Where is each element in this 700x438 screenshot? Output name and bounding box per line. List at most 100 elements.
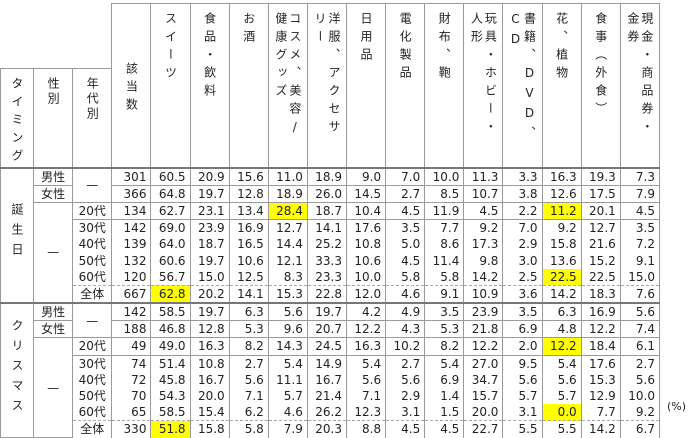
value-cell: 18.3 bbox=[580, 284, 621, 303]
value-cell: 7.1 bbox=[345, 387, 387, 405]
value-cell: 23.3 bbox=[306, 268, 348, 286]
value-cell: 27.0 bbox=[463, 355, 504, 372]
value-cell: 3.6 bbox=[502, 284, 543, 303]
value-cell: 9.2 bbox=[541, 219, 582, 237]
value-cell: 23.9 bbox=[463, 302, 504, 322]
value-cell: 4.5 bbox=[463, 201, 504, 221]
value-cell: 45.8 bbox=[150, 371, 191, 388]
value-cell: 19.7 bbox=[189, 302, 230, 322]
value-cell: 62.7 bbox=[150, 201, 191, 221]
value-cell: 14.2 bbox=[580, 420, 621, 438]
count-cell: 142 bbox=[111, 302, 152, 322]
value-cell: 7.9 bbox=[619, 185, 661, 203]
age-cell: 30代 bbox=[72, 355, 113, 372]
count-cell: 188 bbox=[111, 320, 152, 338]
value-cell: 2.7 bbox=[619, 355, 661, 372]
age-cell: 全体 bbox=[72, 420, 113, 438]
count-cell: 139 bbox=[111, 236, 152, 253]
value-cell: 5.6 bbox=[267, 302, 308, 322]
header-category: 玩具・ホビー・ 人形 bbox=[463, 3, 504, 168]
value-cell: 13.6 bbox=[541, 252, 582, 269]
value-cell: 6.9 bbox=[424, 371, 465, 388]
value-cell: 2.5 bbox=[502, 268, 543, 286]
age-cell: 50代 bbox=[72, 387, 113, 405]
value-cell: 22.7 bbox=[463, 420, 504, 438]
table-row: 60代 120 56.7 15.0 12.5 8.3 23.3 10.0 5.8 5.8 14.2 2… bbox=[1, 268, 661, 286]
value-cell: 3.8 bbox=[502, 185, 543, 203]
value-cell: 69.0 bbox=[150, 219, 191, 237]
value-cell: 3.1 bbox=[385, 404, 426, 421]
value-cell: 4.5 bbox=[619, 201, 661, 221]
value-cell: 14.2 bbox=[463, 268, 504, 286]
value-cell: 12.3 bbox=[345, 404, 387, 421]
unit-label: (%) bbox=[667, 400, 687, 413]
value-cell: 20.7 bbox=[306, 320, 348, 338]
value-cell: 14.1 bbox=[228, 284, 269, 303]
gender-cell: 男性 bbox=[33, 166, 74, 186]
value-cell: 20.3 bbox=[306, 420, 348, 438]
value-cell: 5.7 bbox=[267, 387, 308, 405]
value-cell: 10.9 bbox=[463, 284, 504, 303]
table-row: 50代 132 60.6 19.7 10.6 12.1 33.3 10.6 4.5 11.4 9.8… bbox=[1, 252, 661, 269]
value-cell: 11.3 bbox=[463, 166, 504, 186]
header-category-label: 食事（外食） bbox=[593, 12, 608, 120]
value-cell: 12.8 bbox=[228, 185, 269, 203]
value-cell: 16.3 bbox=[189, 337, 230, 356]
table-row: 30代 142 69.0 23.9 16.9 12.7 14.1 17.6 3.5 7.7 9.2 7… bbox=[1, 219, 661, 237]
value-cell: 3.5 bbox=[502, 302, 543, 322]
value-cell: 10.8 bbox=[189, 355, 230, 372]
value-cell: 16.5 bbox=[228, 236, 269, 253]
value-cell: 2.7 bbox=[228, 355, 269, 372]
value-cell: 10.0 bbox=[424, 166, 465, 186]
value-cell: 10.4 bbox=[345, 201, 387, 221]
value-cell: 12.7 bbox=[267, 219, 308, 237]
value-cell: 15.8 bbox=[541, 236, 582, 253]
header-category: 日用品 bbox=[345, 3, 387, 168]
value-cell: 1.4 bbox=[424, 387, 465, 405]
value-cell: 5.4 bbox=[267, 355, 308, 372]
value-cell: 15.0 bbox=[189, 268, 230, 286]
value-cell: 9.2 bbox=[619, 404, 661, 421]
value-cell: 4.2 bbox=[345, 302, 387, 322]
value-cell: 10.6 bbox=[345, 252, 387, 269]
highlighted-value-cell: 0.0 bbox=[541, 404, 582, 421]
value-cell: 26.0 bbox=[306, 185, 348, 203]
timing-label: クリスマス bbox=[10, 318, 25, 419]
table-row: 女性 366 64.8 19.7 12.8 18.9 26.0 14.5 2.7 8.5 10.7 3… bbox=[1, 185, 661, 203]
value-cell: 20.0 bbox=[463, 404, 504, 421]
value-cell: 12.5 bbox=[228, 268, 269, 286]
age-cell: 40代 bbox=[72, 236, 113, 253]
count-cell: 301 bbox=[111, 166, 152, 186]
count-cell: 72 bbox=[111, 371, 152, 388]
age-cell: — bbox=[72, 302, 113, 339]
value-cell: 7.1 bbox=[228, 387, 269, 405]
header-category-label: 書籍、DVD、 CD bbox=[508, 12, 537, 144]
count-cell: 74 bbox=[111, 355, 152, 372]
value-cell: 11.9 bbox=[424, 201, 465, 221]
table-row: —20代 49 49.0 16.3 8.2 14.3 24.5 16.3 10.2 8.2 12.2… bbox=[1, 337, 661, 438]
value-cell: 5.3 bbox=[424, 320, 465, 338]
value-cell: 21.6 bbox=[580, 236, 621, 253]
header-category-label: 花、植物 bbox=[554, 12, 569, 84]
value-cell: 9.6 bbox=[267, 320, 308, 338]
highlighted-value-cell: 22.5 bbox=[541, 268, 582, 286]
value-cell: 21.8 bbox=[463, 320, 504, 338]
value-cell: 3.5 bbox=[424, 302, 465, 322]
value-cell: 4.3 bbox=[385, 320, 426, 338]
header-category: 現金・商品券・ 金券 bbox=[619, 3, 661, 168]
value-cell: 12.0 bbox=[345, 284, 387, 303]
value-cell: 60.6 bbox=[150, 252, 191, 269]
value-cell: 5.6 bbox=[619, 371, 661, 388]
value-cell: 14.5 bbox=[345, 185, 387, 203]
value-cell: 5.4 bbox=[424, 355, 465, 372]
header-category-label: 財布、鞄 bbox=[437, 12, 452, 84]
age-cell: 50代 bbox=[72, 252, 113, 269]
value-cell: 15.3 bbox=[267, 284, 308, 303]
value-cell: 14.2 bbox=[541, 284, 582, 303]
value-cell: 18.4 bbox=[580, 337, 621, 356]
value-cell: 5.6 bbox=[541, 371, 582, 388]
gender-cell: — bbox=[33, 201, 74, 304]
count-cell: 120 bbox=[111, 268, 152, 286]
value-cell: 1.5 bbox=[424, 404, 465, 421]
value-cell: 12.9 bbox=[580, 387, 621, 405]
